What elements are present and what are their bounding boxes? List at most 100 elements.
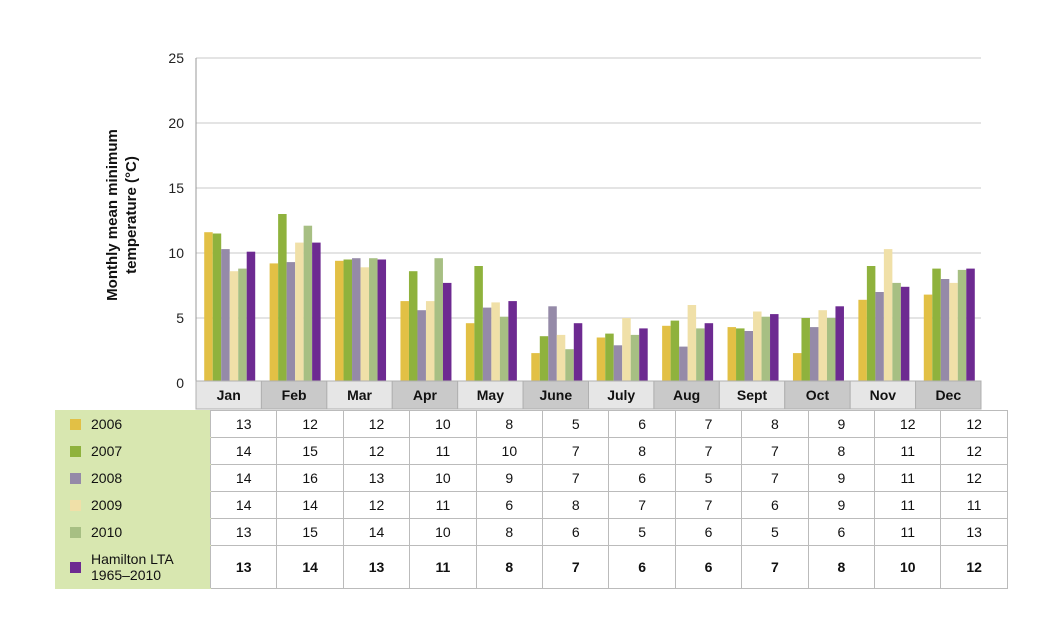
legend-cell: 2010 — [55, 518, 211, 546]
table-cell: 14 — [209, 491, 278, 519]
table-cell: 6 — [741, 491, 809, 519]
bar — [761, 316, 771, 383]
bar — [204, 232, 213, 383]
bar — [508, 301, 517, 383]
table-cell: 6 — [608, 464, 676, 492]
y-axis-label: Monthly mean minimum temperature (°C) — [104, 129, 140, 301]
bar — [875, 292, 884, 383]
table-cell: 12 — [276, 410, 344, 438]
table-cell: 12 — [940, 545, 1008, 589]
bar — [818, 310, 827, 383]
category-label: May — [477, 387, 504, 403]
bar — [809, 327, 819, 383]
bar — [770, 314, 779, 383]
y-tick-label: 15 — [168, 180, 184, 196]
table-cell: 7 — [542, 545, 610, 589]
category-label: Jan — [217, 387, 241, 403]
bar — [923, 294, 933, 383]
bar — [573, 323, 583, 383]
table-cell: 12 — [940, 437, 1008, 465]
bar — [622, 318, 631, 383]
table-cell: 5 — [741, 518, 809, 546]
bar — [801, 318, 810, 383]
category-cell — [588, 380, 655, 410]
legend-label: 2007 — [91, 443, 123, 459]
table-cell: 8 — [475, 545, 544, 589]
bars — [204, 214, 975, 383]
table-cell: 14 — [342, 518, 411, 546]
bar — [949, 282, 958, 383]
bar — [474, 266, 483, 383]
bar — [491, 302, 500, 383]
bar — [312, 242, 321, 383]
table-cell: 6 — [608, 545, 676, 589]
table-cell: 8 — [542, 491, 610, 519]
bar — [442, 282, 452, 383]
table-row: 2007 14 15 12 11 10 7 8 7 7 8 11 12 — [55, 437, 1008, 465]
bar — [736, 328, 745, 383]
y-tick-label: 25 — [168, 50, 184, 66]
category-label: Aug — [673, 387, 700, 403]
bar — [377, 259, 387, 383]
category-label: Dec — [935, 387, 961, 403]
bar — [639, 328, 648, 383]
category-label: June — [539, 387, 572, 403]
bar — [900, 286, 910, 383]
legend-cell: 2006 — [55, 410, 211, 438]
category-label: July — [607, 387, 635, 403]
data-table: 2006 13 12 12 10 8 5 6 7 8 9 12 12 2007 14 15 12 11 10 7 8 7 7… — [55, 410, 1008, 589]
table-cell: 11 — [874, 491, 942, 519]
table-cell: 15 — [276, 518, 344, 546]
table-cell: 7 — [674, 410, 743, 438]
table-cell: 9 — [807, 464, 876, 492]
legend-swatch — [70, 561, 81, 573]
y-tick-label: 10 — [168, 245, 184, 261]
table-cell: 8 — [475, 518, 544, 546]
table-cell: 7 — [674, 437, 743, 465]
table-cell: 14 — [276, 491, 344, 519]
y-tick-label: 0 — [176, 375, 184, 391]
category-cell — [457, 380, 524, 410]
legend-cell: 2007 — [55, 437, 211, 465]
bar — [360, 267, 370, 383]
table-cell: 11 — [409, 545, 477, 589]
table-cell: 5 — [542, 410, 610, 438]
category-header: Jan Feb Mar Apr May June July Aug Sept Oct Nov Dec — [195, 380, 982, 410]
bar — [727, 327, 737, 383]
bar — [295, 242, 304, 383]
bar — [556, 334, 566, 383]
legend-label: 2008 — [91, 470, 123, 486]
bar — [835, 306, 844, 383]
table-cell: 10 — [874, 545, 942, 589]
table-cell: 7 — [741, 545, 809, 589]
table-row: 2010 13 15 14 10 8 6 5 6 5 6 11 13 — [55, 518, 1008, 546]
bar — [753, 311, 762, 383]
bar — [548, 306, 557, 383]
legend-label: Hamilton LTA 1965–2010 — [91, 551, 174, 583]
table-cell: 6 — [608, 410, 676, 438]
category-cell — [849, 380, 917, 410]
table-cell: 13 — [940, 518, 1008, 546]
table-row: 2008 14 16 13 10 9 7 6 5 7 9 11 12 — [55, 464, 1008, 492]
bar — [932, 268, 941, 383]
table-cell: 11 — [409, 491, 477, 519]
category-label: Sept — [737, 387, 768, 403]
bar — [212, 233, 222, 383]
legend-swatch — [70, 499, 81, 511]
bar — [670, 320, 680, 383]
bar — [246, 251, 256, 383]
table-cell: 11 — [940, 491, 1008, 519]
bar — [482, 307, 492, 383]
y-axis-label-box: Monthly mean minimum temperature (°C) — [52, 105, 192, 325]
category-label: Feb — [282, 387, 307, 403]
bar — [696, 328, 705, 383]
bar — [883, 249, 893, 383]
table-cell: 14 — [209, 437, 278, 465]
table-cell: 11 — [874, 437, 942, 465]
bar — [278, 214, 287, 383]
category-cell — [260, 380, 328, 410]
bar — [229, 271, 239, 383]
table-cell: 7 — [674, 491, 743, 519]
category-label: Nov — [870, 387, 897, 403]
